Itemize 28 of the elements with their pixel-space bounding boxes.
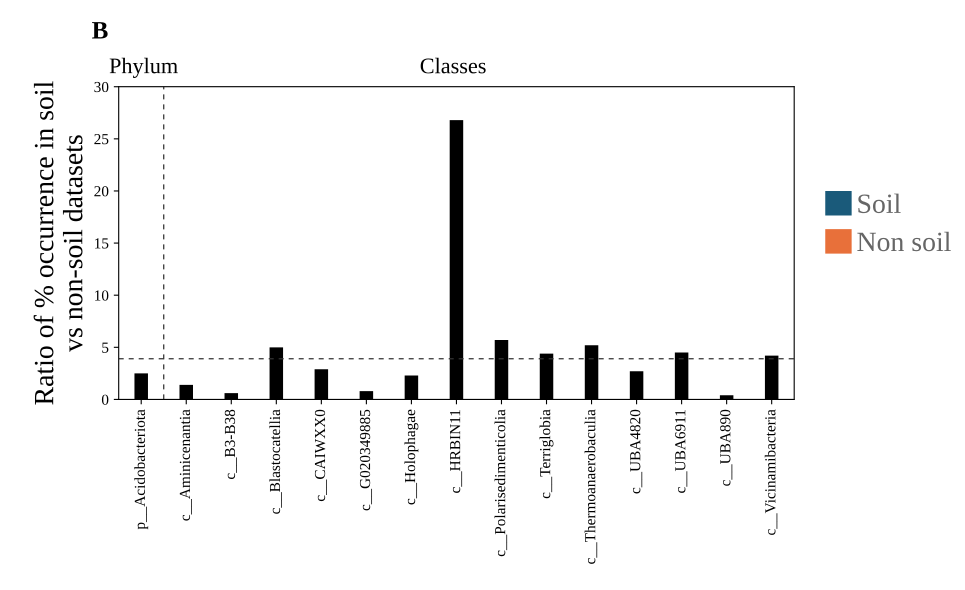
x-tick-label: c__HRBIN11 (450, 410, 462, 493)
y-tick-label: 15 (95, 238, 108, 249)
chart-title: B (92, 22, 108, 39)
x-tick-label: c__UBA6911 (675, 410, 688, 493)
legend-label: Soil (858, 194, 901, 214)
x-tick-label: c__G020349885 (360, 410, 372, 510)
text: Classes (420, 58, 486, 74)
x-tick-label: c__Vicinamibacteria (764, 409, 778, 535)
y-tick-label: 30 (94, 82, 108, 92)
y-tick-label: 10 (95, 290, 108, 301)
y-tick-label: 0 (102, 394, 108, 405)
legend-label: Non soil (857, 232, 951, 252)
y-tick-label: 5 (102, 342, 108, 353)
x-tick-label: c__CAIWXX0 (314, 410, 327, 502)
x-tick-label: c__B3-B38 (224, 410, 237, 480)
x-tick-label: c__UBA890 (720, 410, 732, 486)
y-axis-title: Ratio of % occurrence in soil vs non-soil datasets (34, 81, 82, 405)
x-tick-label: p__Acidobacteriota (134, 409, 148, 530)
x-tick-label: c__Blastocatellia (269, 409, 282, 514)
x-tick-label: c__UBA4820 (630, 410, 642, 494)
y-tick-label: 25 (94, 134, 108, 144)
x-tick-label: c__Holophagae (404, 410, 418, 504)
x-tick-label: c__Terriglobia (540, 409, 554, 498)
y-tick-label: 20 (94, 186, 108, 196)
text: Phylum (110, 58, 178, 78)
x-tick-label: c__Thermoanaerobaculia (584, 409, 598, 564)
x-tick-label: c__Polarisedimenticolia (494, 409, 508, 556)
x-tick-label: c__Aminicenantia (180, 409, 192, 521)
